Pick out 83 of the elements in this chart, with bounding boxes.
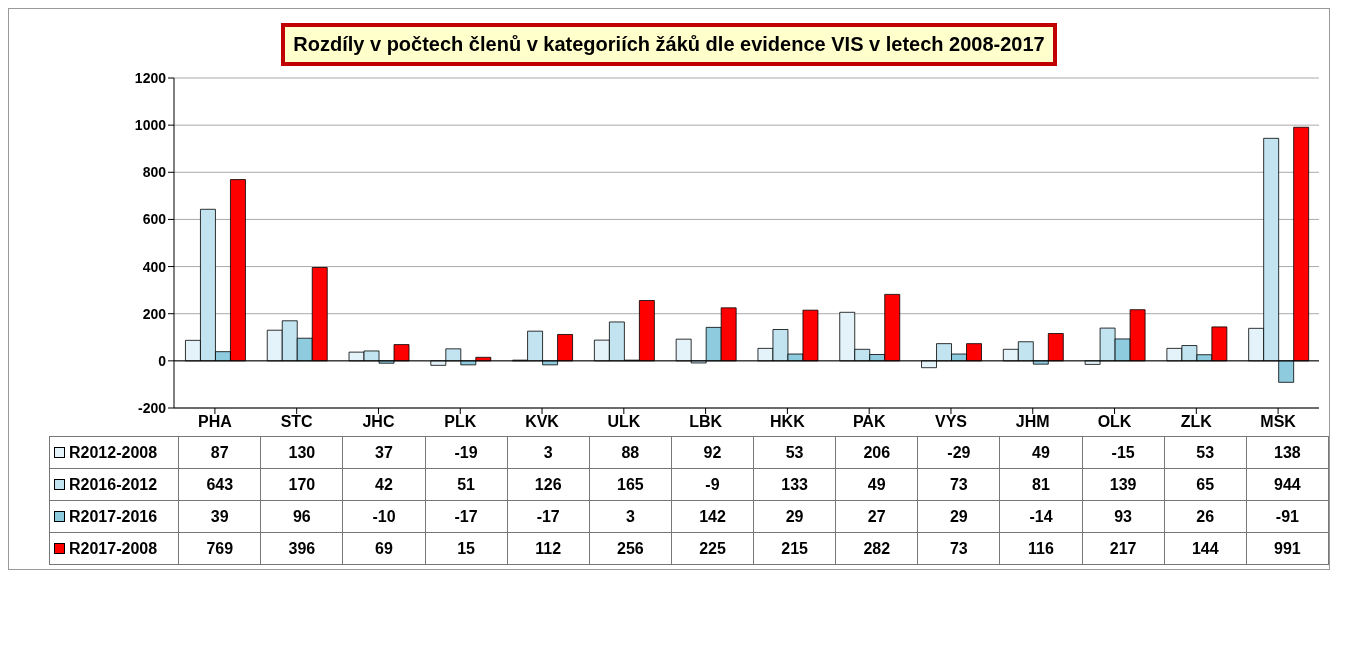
data-label: 112 (507, 532, 590, 565)
legend-label: R2017-2016 (49, 500, 179, 533)
data-label: 396 (260, 532, 343, 565)
data-label: -19 (425, 436, 508, 469)
data-label: 116 (999, 532, 1083, 565)
data-label: 93 (1082, 500, 1165, 533)
data-label: -29 (917, 436, 1000, 469)
y-tick-label: 600 (142, 211, 167, 228)
data-label: -17 (507, 500, 590, 533)
data-label: -17 (425, 500, 508, 533)
data-label: 29 (753, 500, 836, 533)
data-label: 73 (917, 468, 1000, 501)
y-tick-label: 400 (142, 258, 167, 275)
data-label: 29 (917, 500, 1000, 533)
data-label: 3 (589, 500, 672, 533)
legend-label: R2017-2008 (49, 532, 179, 565)
data-label: -10 (342, 500, 426, 533)
x-tick-label: PAK (852, 413, 886, 431)
data-label: 138 (1246, 436, 1329, 469)
y-tick-label: 1000 (134, 117, 167, 134)
data-label: -14 (999, 500, 1083, 533)
y-tick-label: -200 (137, 399, 167, 416)
x-tick-label: VYS (934, 413, 968, 431)
data-label: 282 (835, 532, 918, 565)
data-label: 49 (999, 436, 1083, 469)
legend-label: R2012-2008 (49, 436, 179, 469)
data-label: -9 (671, 468, 754, 501)
data-label: 92 (671, 436, 754, 469)
data-label: 87 (178, 436, 261, 469)
data-label: 3 (507, 436, 590, 469)
data-label: 51 (425, 468, 508, 501)
data-label: 133 (753, 468, 836, 501)
data-label: 81 (999, 468, 1083, 501)
data-label: 126 (507, 468, 590, 501)
y-tick-label: 1200 (134, 69, 167, 86)
data-label: 73 (917, 532, 1000, 565)
data-label: 144 (1164, 532, 1247, 565)
data-label: 944 (1246, 468, 1329, 501)
data-label: 88 (589, 436, 672, 469)
data-label: 53 (753, 436, 836, 469)
data-label: 142 (671, 500, 754, 533)
data-label: 130 (260, 436, 343, 469)
data-label: 225 (671, 532, 754, 565)
x-tick-label: OLK (1097, 413, 1132, 431)
data-label: 27 (835, 500, 918, 533)
data-label: 49 (835, 468, 918, 501)
x-tick-label: PLK (444, 413, 477, 431)
legend-label: R2016-2012 (49, 468, 179, 501)
chart-title: Rozdíly v počtech členů v kategoriích žáků dle evidence VIS v letech 2008-2017 (281, 23, 1057, 66)
data-label: 170 (260, 468, 343, 501)
data-label: 206 (835, 436, 918, 469)
data-label: 37 (342, 436, 426, 469)
x-tick-label: JHM (1015, 413, 1050, 431)
x-tick-label: ZLK (1180, 413, 1213, 431)
data-label: 15 (425, 532, 508, 565)
x-tick-label: PHA (198, 413, 233, 431)
x-tick-label: MSK (1260, 413, 1297, 431)
x-tick-label: LBK (689, 413, 723, 431)
data-label: 769 (178, 532, 261, 565)
data-label: 53 (1164, 436, 1247, 469)
x-tick-label: JHC (362, 413, 395, 431)
data-label: 139 (1082, 468, 1165, 501)
x-tick-label: STC (280, 413, 314, 431)
y-tick-label: 800 (142, 164, 167, 181)
data-label: -91 (1246, 500, 1329, 533)
data-label: 217 (1082, 532, 1165, 565)
x-tick-label: KVK (525, 413, 560, 431)
data-label: 256 (589, 532, 672, 565)
x-tick-label: HKK (770, 413, 806, 431)
data-label: 991 (1246, 532, 1329, 565)
y-tick-label: 0 (158, 352, 167, 369)
data-label: 39 (178, 500, 261, 533)
data-label: 96 (260, 500, 343, 533)
data-label: 643 (178, 468, 261, 501)
data-label: 215 (753, 532, 836, 565)
x-tick-label: ULK (607, 413, 641, 431)
data-label: 165 (589, 468, 672, 501)
data-label: 65 (1164, 468, 1247, 501)
data-label: 69 (342, 532, 426, 565)
y-tick-label: 200 (142, 305, 167, 322)
data-label: 42 (342, 468, 426, 501)
data-label: -15 (1082, 436, 1165, 469)
data-label: 26 (1164, 500, 1247, 533)
